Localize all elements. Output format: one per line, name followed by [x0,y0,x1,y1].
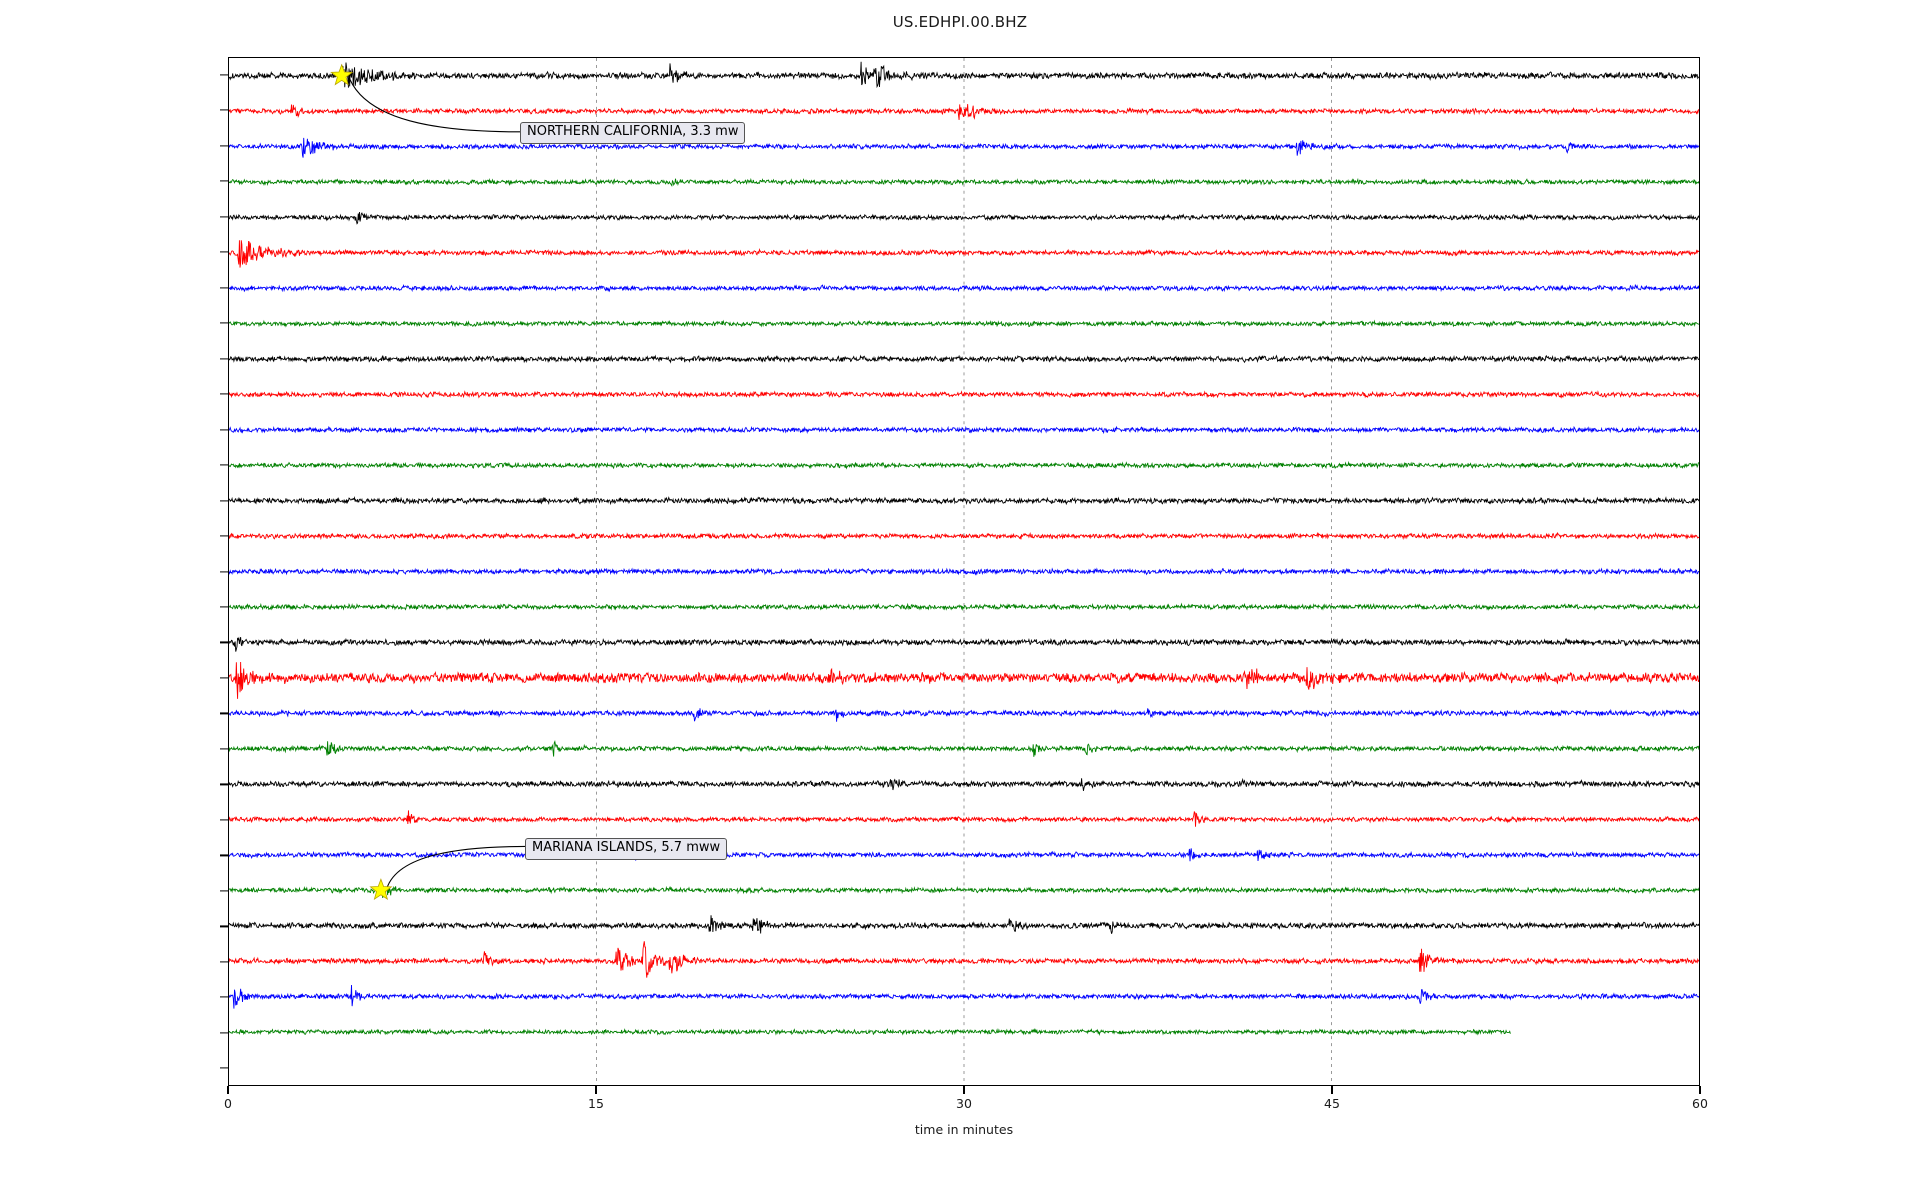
seismic-trace [229,941,1699,977]
x-tick-mark [227,1086,229,1094]
seismic-trace [229,985,1699,1009]
y-tick-mark [220,712,229,715]
annotation-leader-line [348,74,521,132]
y-tick-mark [220,393,229,395]
x-tick-label: 45 [1324,1096,1340,1111]
seismic-trace [229,662,1699,699]
x-tick-mark [1699,1086,1701,1094]
y-tick-mark [220,499,229,502]
seismic-trace [229,138,1699,158]
y-tick-mark [220,216,229,218]
y-tick-mark [220,1067,229,1069]
y-tick-mark [220,677,229,679]
traces-svg [229,58,1699,1085]
annotation-label-mariana-islands[interactable]: MARIANA ISLANDS, 5.7 mww [525,838,728,860]
y-tick-mark [220,251,229,253]
annotation-leader-line [387,846,526,888]
y-tick-mark [220,890,229,892]
seismic-trace [229,848,1699,861]
annotation-label-northern-california[interactable]: NORTHERN CALIFORNIA, 3.3 mw [520,122,746,144]
y-tick-mark [220,535,229,537]
y-tick-mark [220,109,229,111]
seismic-trace [229,463,1699,468]
seismic-trace [229,533,1699,539]
y-tick-mark [220,180,229,182]
y-tick-mark [220,783,229,785]
seismic-trace [229,497,1699,503]
seismic-trace [229,356,1699,362]
y-tick-mark [220,641,229,644]
seismic-trace [229,778,1699,791]
x-tick-label: 0 [224,1096,232,1111]
seismic-trace [229,285,1699,291]
seismic-trace [229,708,1699,721]
y-tick-mark [220,74,229,76]
seismic-trace [229,604,1699,609]
x-tick-label: 60 [1692,1096,1708,1111]
seismic-trace [229,810,1699,826]
y-tick-mark [220,358,229,360]
plot-area [228,57,1700,1086]
seismic-trace [229,569,1699,575]
seismic-trace [229,104,1699,120]
seismic-trace [229,212,1699,224]
y-tick-mark [220,819,229,821]
y-tick-mark [220,145,229,147]
x-tick-label: 15 [588,1096,604,1111]
seismic-trace [229,392,1699,398]
y-tick-mark [220,570,229,573]
seismic-trace [229,915,1699,933]
x-tick-mark [595,1086,597,1094]
earthquake-star-marker[interactable] [370,879,391,899]
seismic-trace [229,240,1699,267]
seismic-trace [229,427,1699,433]
page-title: US.EDHPI.00.BHZ [892,13,1028,31]
seismic-trace [229,179,1699,186]
seismic-trace [229,321,1699,327]
x-axis-label: time in minutes [914,1122,1014,1137]
x-tick-mark [1331,1086,1333,1094]
y-tick-mark [220,322,229,324]
y-tick-mark [220,464,229,466]
y-tick-mark [220,854,229,856]
seismic-trace [229,741,1699,757]
y-tick-mark [220,428,229,431]
y-axis: 00:00:0701:00:0702:00:0703:00:0704:00:07… [0,0,229,1200]
earthquake-star-marker[interactable] [331,65,352,85]
seismic-trace [229,1029,1510,1034]
y-tick-mark [220,925,229,927]
y-tick-mark [220,961,229,963]
x-tick-mark [963,1086,965,1094]
seismic-trace [229,62,1699,88]
seismic-trace [229,886,1699,898]
y-tick-mark [220,287,229,289]
y-tick-mark [220,996,229,998]
seismic-trace [229,637,1699,652]
y-tick-mark [220,748,229,750]
x-tick-label: 30 [956,1096,972,1111]
y-tick-mark [220,1032,229,1034]
y-tick-mark [220,606,229,608]
